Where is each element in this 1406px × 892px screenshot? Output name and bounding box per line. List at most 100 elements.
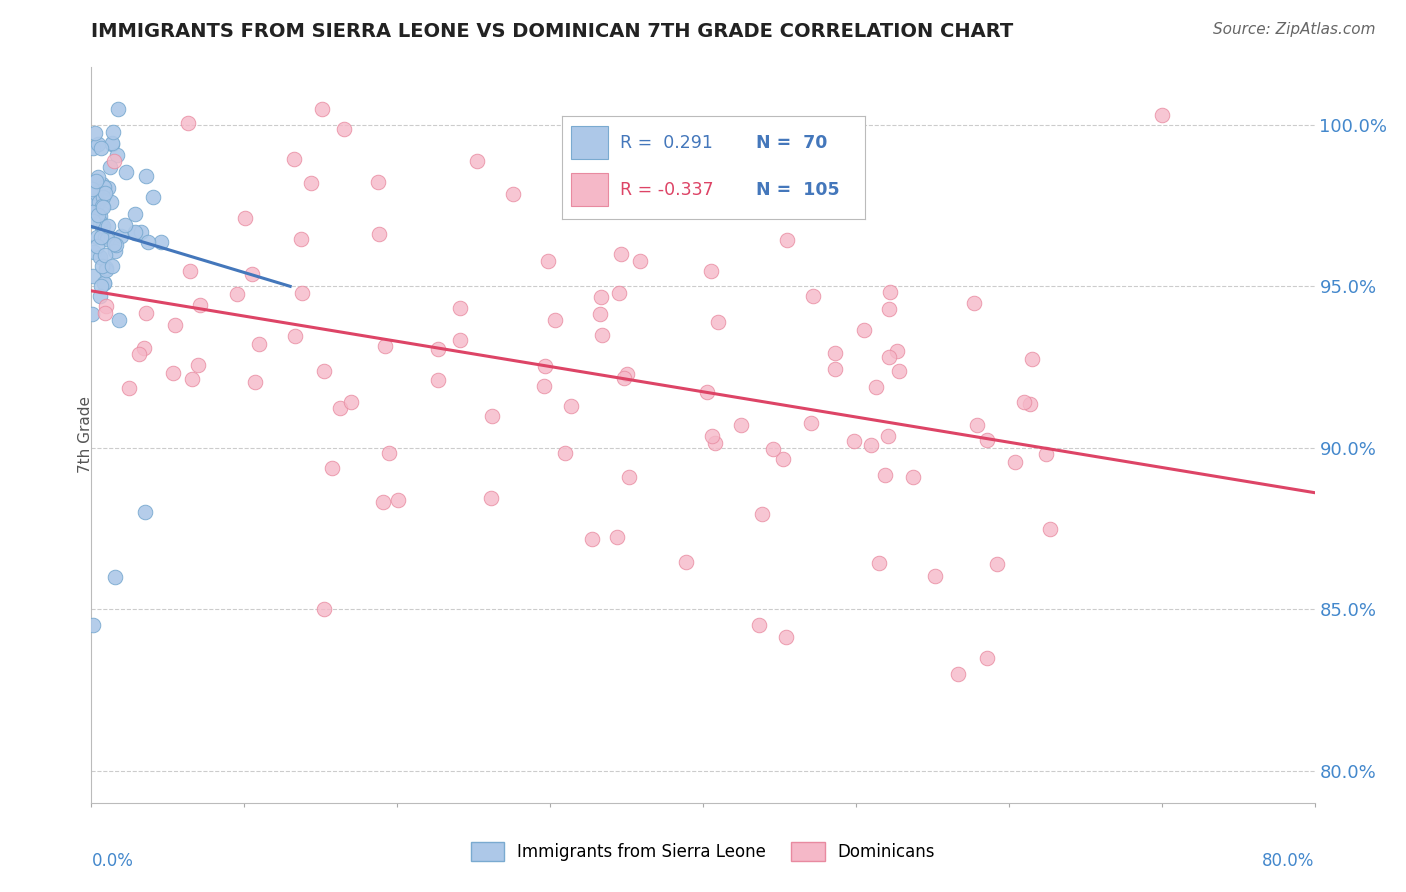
Point bbox=[138, 235, 160, 249]
Point bbox=[86, 239, 108, 253]
Point bbox=[105, 148, 128, 162]
Point bbox=[860, 438, 883, 452]
Point bbox=[868, 557, 890, 571]
Text: R =  0.291: R = 0.291 bbox=[620, 134, 713, 152]
Point bbox=[128, 347, 150, 361]
Point bbox=[800, 416, 823, 430]
Point bbox=[976, 433, 998, 447]
Point bbox=[82, 182, 104, 196]
Point bbox=[533, 359, 555, 373]
Point bbox=[537, 254, 560, 268]
Point bbox=[610, 247, 633, 261]
Point bbox=[163, 318, 186, 332]
Point bbox=[748, 618, 770, 632]
Point bbox=[91, 260, 114, 274]
Point bbox=[124, 225, 146, 239]
Point bbox=[378, 446, 401, 460]
Point bbox=[707, 315, 730, 329]
Point bbox=[124, 207, 146, 221]
Point bbox=[801, 289, 824, 303]
Point bbox=[675, 555, 697, 569]
Point bbox=[89, 195, 111, 210]
Point bbox=[82, 268, 104, 283]
Point bbox=[240, 267, 263, 281]
Y-axis label: 7th Grade: 7th Grade bbox=[79, 396, 93, 474]
Point bbox=[142, 189, 165, 203]
Text: Source: ZipAtlas.com: Source: ZipAtlas.com bbox=[1212, 22, 1375, 37]
Point bbox=[449, 333, 471, 347]
Point bbox=[963, 296, 986, 310]
Point bbox=[589, 307, 612, 321]
Point bbox=[696, 385, 718, 400]
Point bbox=[82, 618, 104, 632]
Point bbox=[877, 302, 900, 317]
Point bbox=[702, 429, 724, 443]
Point bbox=[104, 570, 127, 584]
Point bbox=[94, 230, 117, 244]
Point bbox=[1004, 455, 1026, 469]
Bar bbox=[571, 126, 607, 159]
Point bbox=[118, 381, 141, 395]
Point bbox=[134, 505, 156, 519]
Point bbox=[340, 395, 363, 409]
Point bbox=[427, 343, 450, 357]
Point bbox=[162, 366, 184, 380]
Point bbox=[367, 175, 389, 189]
Point bbox=[89, 209, 111, 223]
Point bbox=[91, 190, 114, 204]
Bar bbox=[571, 173, 607, 206]
Point bbox=[82, 140, 104, 154]
Point bbox=[946, 666, 969, 681]
Point bbox=[98, 161, 121, 175]
Point bbox=[889, 364, 911, 378]
Point bbox=[235, 211, 257, 225]
Point bbox=[762, 442, 785, 456]
Point bbox=[114, 218, 136, 232]
Point bbox=[589, 290, 612, 304]
Point bbox=[312, 602, 335, 616]
Point bbox=[97, 181, 120, 195]
Text: N =  105: N = 105 bbox=[756, 181, 839, 199]
Point bbox=[187, 358, 209, 372]
Point bbox=[82, 213, 104, 227]
Point bbox=[502, 186, 524, 201]
Point bbox=[84, 197, 107, 211]
Point bbox=[89, 250, 111, 264]
Point bbox=[824, 362, 846, 376]
Point bbox=[321, 461, 343, 475]
Point bbox=[373, 494, 395, 508]
Point bbox=[772, 451, 794, 466]
Text: 0.0%: 0.0% bbox=[91, 852, 134, 870]
Point bbox=[150, 235, 173, 249]
Point bbox=[284, 329, 307, 343]
Point bbox=[91, 219, 114, 233]
Point bbox=[243, 376, 266, 390]
Point bbox=[91, 200, 114, 214]
Point bbox=[1021, 351, 1043, 366]
Point bbox=[844, 434, 866, 448]
Point bbox=[311, 102, 333, 116]
Point bbox=[129, 225, 152, 239]
Point bbox=[103, 237, 125, 252]
Point bbox=[312, 364, 335, 378]
Point bbox=[1014, 394, 1036, 409]
Point bbox=[554, 445, 576, 459]
Point bbox=[824, 345, 846, 359]
Point bbox=[87, 208, 110, 222]
Point bbox=[94, 299, 117, 313]
Point bbox=[110, 229, 132, 244]
Point bbox=[90, 141, 112, 155]
Point bbox=[730, 418, 752, 433]
Point bbox=[865, 380, 887, 394]
Point bbox=[291, 285, 314, 300]
Point bbox=[90, 199, 112, 213]
Point bbox=[93, 180, 115, 194]
Point bbox=[533, 379, 555, 393]
Point bbox=[607, 286, 630, 301]
Point bbox=[94, 260, 117, 275]
Point bbox=[853, 323, 876, 337]
Point bbox=[479, 491, 502, 505]
Point bbox=[188, 298, 211, 312]
Point bbox=[924, 569, 946, 583]
Point bbox=[333, 121, 356, 136]
